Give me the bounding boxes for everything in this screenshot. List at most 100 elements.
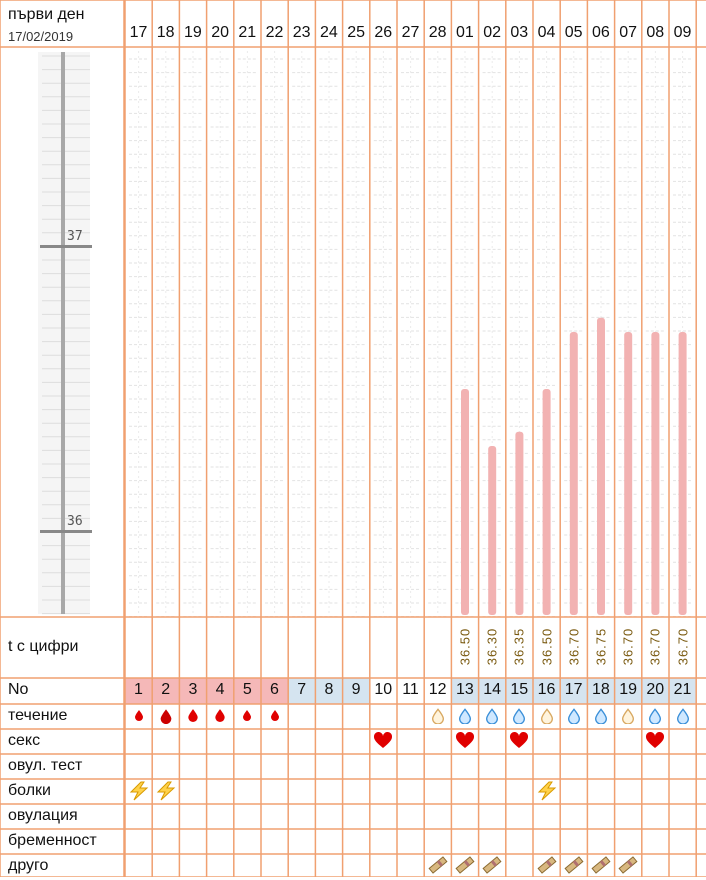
- day-number[interactable]: 22: [265, 24, 284, 41]
- cycle-number[interactable]: 5: [242, 681, 252, 698]
- flow-drop-blue-icon[interactable]: [669, 708, 696, 729]
- temperature-value-label: 36.70: [647, 627, 663, 666]
- other-test-strip-icon[interactable]: [587, 855, 614, 880]
- day-number[interactable]: 27: [401, 24, 420, 41]
- flow-drop-blue-icon[interactable]: [560, 708, 587, 729]
- day-number[interactable]: 06: [591, 24, 610, 41]
- flow-drop-blue-icon[interactable]: [451, 708, 478, 729]
- cycle-number[interactable]: 1: [134, 681, 143, 698]
- day-number[interactable]: 03: [510, 24, 529, 41]
- day-number[interactable]: 04: [537, 24, 556, 41]
- temperature-bar[interactable]: [461, 389, 469, 615]
- flow-drop-blue-icon[interactable]: [479, 708, 506, 729]
- cycle-number[interactable]: 14: [483, 681, 501, 698]
- flow-drop-blue-icon[interactable]: [642, 708, 669, 729]
- flow-drop-blue-icon[interactable]: [506, 708, 533, 729]
- cycle-number[interactable]: 6: [270, 681, 279, 698]
- temperature-value-label: 36.35: [511, 627, 527, 666]
- temperature-bar[interactable]: [569, 332, 578, 615]
- flow-blood-drop-medium-icon[interactable]: [207, 708, 234, 727]
- row-label-number: No: [8, 681, 29, 698]
- row-label-pain: болки: [8, 782, 51, 799]
- sex-heart-icon[interactable]: [642, 731, 669, 754]
- cycle-number-cell: [315, 678, 343, 704]
- cycle-number-cell: [669, 678, 697, 704]
- temperature-bar[interactable]: [542, 389, 551, 615]
- row-label-pregnancy: бременност: [8, 832, 97, 849]
- temperature-value-label: 36.30: [484, 627, 500, 666]
- other-test-strip-icon[interactable]: [451, 855, 478, 880]
- pain-lightning-icon[interactable]: [125, 781, 152, 806]
- day-number[interactable]: 25: [347, 24, 365, 41]
- other-test-strip-icon[interactable]: [615, 855, 642, 880]
- first-day-date: 17/02/2019: [8, 29, 74, 44]
- day-number[interactable]: 24: [319, 24, 338, 41]
- cycle-number[interactable]: 12: [428, 681, 447, 698]
- temperature-bar[interactable]: [651, 332, 660, 615]
- flow-blood-drop-medium-icon[interactable]: [179, 708, 206, 727]
- cycle-number-cell: [641, 678, 669, 704]
- cycle-number[interactable]: 7: [297, 681, 307, 698]
- other-test-strip-icon[interactable]: [424, 855, 451, 880]
- cycle-number[interactable]: 2: [161, 681, 171, 698]
- cycle-number[interactable]: 21: [673, 681, 692, 698]
- day-number[interactable]: 23: [292, 24, 311, 41]
- flow-drop-beige-icon[interactable]: [533, 708, 560, 729]
- cycle-number[interactable]: 19: [619, 681, 637, 698]
- flow-blood-drop-small-icon[interactable]: [234, 708, 261, 726]
- day-number[interactable]: 09: [673, 24, 692, 41]
- cycle-number-cell: [505, 678, 533, 704]
- day-number[interactable]: 18: [156, 24, 175, 41]
- day-number[interactable]: 02: [483, 24, 501, 41]
- cycle-number-cell: [233, 678, 261, 704]
- flow-blood-drop-small-icon[interactable]: [261, 708, 288, 726]
- other-test-strip-icon[interactable]: [479, 855, 506, 880]
- flow-blood-drop-large-icon[interactable]: [152, 708, 179, 729]
- day-number[interactable]: 08: [646, 24, 665, 41]
- day-number[interactable]: 17: [129, 24, 148, 41]
- temperature-bar[interactable]: [678, 332, 687, 615]
- first-day-label: първи ден: [8, 6, 85, 23]
- cycle-number[interactable]: 13: [455, 681, 474, 698]
- cycle-number[interactable]: 8: [324, 681, 334, 698]
- temperature-bar[interactable]: [515, 431, 524, 615]
- cycle-number[interactable]: 4: [215, 681, 225, 698]
- flow-drop-blue-icon[interactable]: [587, 708, 614, 729]
- row-label-flow: течение: [8, 707, 68, 724]
- day-number[interactable]: 26: [374, 24, 393, 41]
- flow-blood-drop-small-icon[interactable]: [125, 708, 152, 726]
- row-label-other: друго: [8, 857, 49, 874]
- day-number[interactable]: 07: [619, 24, 637, 41]
- temperature-bar[interactable]: [597, 317, 605, 615]
- cycle-number[interactable]: 16: [537, 681, 556, 698]
- pain-lightning-icon[interactable]: [152, 781, 179, 806]
- flow-drop-beige-icon[interactable]: [424, 708, 451, 729]
- cycle-number-cell: [342, 678, 370, 704]
- flow-drop-beige-icon[interactable]: [615, 708, 642, 729]
- day-number[interactable]: 19: [183, 24, 202, 41]
- other-test-strip-icon[interactable]: [560, 855, 587, 880]
- cycle-number[interactable]: 18: [591, 681, 610, 698]
- cycle-number[interactable]: 17: [564, 681, 583, 698]
- day-number[interactable]: 28: [428, 24, 447, 41]
- cycle-number[interactable]: 10: [374, 681, 393, 698]
- cycle-number[interactable]: 20: [646, 681, 665, 698]
- temperature-bar[interactable]: [488, 446, 497, 615]
- sex-heart-icon[interactable]: [451, 731, 478, 754]
- sex-heart-icon[interactable]: [506, 731, 533, 754]
- cycle-number-cell: [533, 678, 561, 704]
- day-number[interactable]: 20: [211, 24, 229, 41]
- cycle-number-cell: [560, 678, 588, 704]
- cycle-number[interactable]: 9: [351, 681, 361, 698]
- cycle-number[interactable]: 3: [188, 681, 198, 698]
- pain-lightning-icon[interactable]: [533, 781, 560, 806]
- day-number[interactable]: 21: [238, 24, 257, 41]
- temperature-bar[interactable]: [624, 332, 633, 615]
- temperature-value-label: 36.70: [566, 627, 582, 666]
- cycle-number[interactable]: 11: [402, 681, 419, 698]
- day-number[interactable]: 01: [455, 24, 474, 41]
- cycle-number[interactable]: 15: [510, 681, 529, 698]
- day-number[interactable]: 05: [564, 24, 583, 41]
- other-test-strip-icon[interactable]: [533, 855, 560, 880]
- sex-heart-icon[interactable]: [370, 731, 397, 754]
